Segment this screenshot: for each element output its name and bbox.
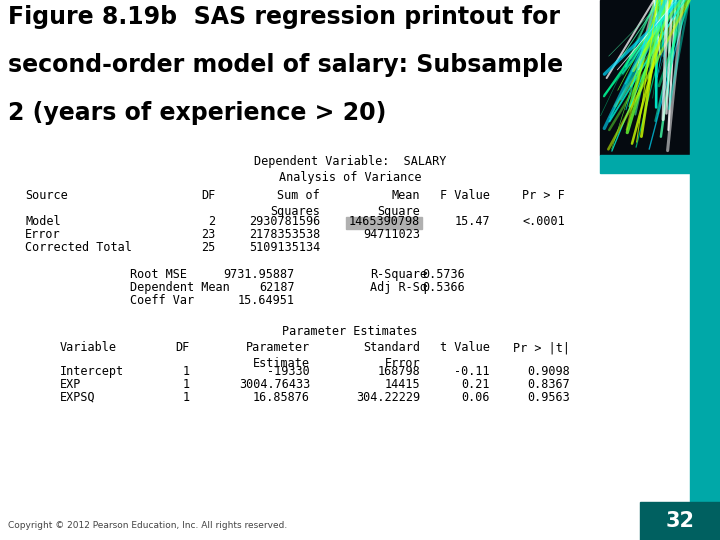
Text: 1: 1 <box>183 391 190 404</box>
Text: 2178353538: 2178353538 <box>248 228 320 241</box>
Text: 15.47: 15.47 <box>454 215 490 228</box>
Text: -19330: -19330 <box>267 365 310 378</box>
Text: 1: 1 <box>183 365 190 378</box>
Text: 2930781596: 2930781596 <box>248 215 320 228</box>
Text: 1465390798: 1465390798 <box>348 215 420 228</box>
Text: EXP: EXP <box>60 378 81 391</box>
Text: 23: 23 <box>201 228 215 241</box>
Text: Pr > F: Pr > F <box>522 189 565 202</box>
Text: 2 (years of experience > 20): 2 (years of experience > 20) <box>8 101 387 125</box>
Text: 0.06: 0.06 <box>462 391 490 404</box>
Text: 16.85876: 16.85876 <box>253 391 310 404</box>
Text: 15.64951: 15.64951 <box>238 294 295 307</box>
Text: 25: 25 <box>201 241 215 254</box>
Text: Standard
Error: Standard Error <box>363 341 420 370</box>
Text: Corrected Total: Corrected Total <box>25 241 132 254</box>
Text: 5109135134: 5109135134 <box>248 241 320 254</box>
Bar <box>600 0 690 155</box>
Text: 0.21: 0.21 <box>462 378 490 391</box>
Text: DF: DF <box>176 341 190 354</box>
Text: Intercept: Intercept <box>60 365 124 378</box>
Text: t Value: t Value <box>440 341 490 354</box>
Text: Analysis of Variance: Analysis of Variance <box>279 171 421 184</box>
Text: Coeff Var: Coeff Var <box>130 294 194 307</box>
Text: Adj R-Sq: Adj R-Sq <box>370 281 427 294</box>
Text: 168798: 168798 <box>377 365 420 378</box>
Text: Root MSE: Root MSE <box>130 268 187 281</box>
Text: <.0001: <.0001 <box>522 215 565 228</box>
Text: Pr > |t|: Pr > |t| <box>513 341 570 354</box>
Text: Variable: Variable <box>60 341 117 354</box>
Text: 0.9563: 0.9563 <box>527 391 570 404</box>
Text: F Value: F Value <box>440 189 490 202</box>
Bar <box>346 217 422 229</box>
Text: R-Square: R-Square <box>370 268 427 281</box>
Text: 14415: 14415 <box>384 378 420 391</box>
Text: Parameter Estimates: Parameter Estimates <box>282 325 418 338</box>
Text: Sum of
Squares: Sum of Squares <box>270 189 320 218</box>
Text: Dependent Variable:  SALARY: Dependent Variable: SALARY <box>254 155 446 168</box>
Text: Copyright © 2012 Pearson Education, Inc. All rights reserved.: Copyright © 2012 Pearson Education, Inc.… <box>8 522 287 530</box>
Text: -0.11: -0.11 <box>454 365 490 378</box>
Text: Parameter
Estimate: Parameter Estimate <box>246 341 310 370</box>
Text: 2: 2 <box>208 215 215 228</box>
Text: Figure 8.19b  SAS regression printout for: Figure 8.19b SAS regression printout for <box>8 5 560 29</box>
Text: Source: Source <box>25 189 68 202</box>
Bar <box>640 502 720 540</box>
Text: 0.5736: 0.5736 <box>422 268 465 281</box>
Text: 0.9098: 0.9098 <box>527 365 570 378</box>
Text: 32: 32 <box>665 511 695 531</box>
Bar <box>690 0 720 540</box>
Text: Model: Model <box>25 215 60 228</box>
Text: 0.8367: 0.8367 <box>527 378 570 391</box>
Text: 0.5366: 0.5366 <box>422 281 465 294</box>
Text: 304.22229: 304.22229 <box>356 391 420 404</box>
Text: Dependent Mean: Dependent Mean <box>130 281 230 294</box>
Bar <box>600 155 690 173</box>
Text: Error: Error <box>25 228 60 241</box>
Text: DF: DF <box>201 189 215 202</box>
Text: second-order model of salary: Subsample: second-order model of salary: Subsample <box>8 53 563 77</box>
Text: 3004.76433: 3004.76433 <box>239 378 310 391</box>
Text: 94711023: 94711023 <box>363 228 420 241</box>
Text: Mean
Square: Mean Square <box>377 189 420 218</box>
Text: 1: 1 <box>183 378 190 391</box>
Text: EXPSQ: EXPSQ <box>60 391 96 404</box>
Text: 62187: 62187 <box>259 281 295 294</box>
Text: 9731.95887: 9731.95887 <box>224 268 295 281</box>
